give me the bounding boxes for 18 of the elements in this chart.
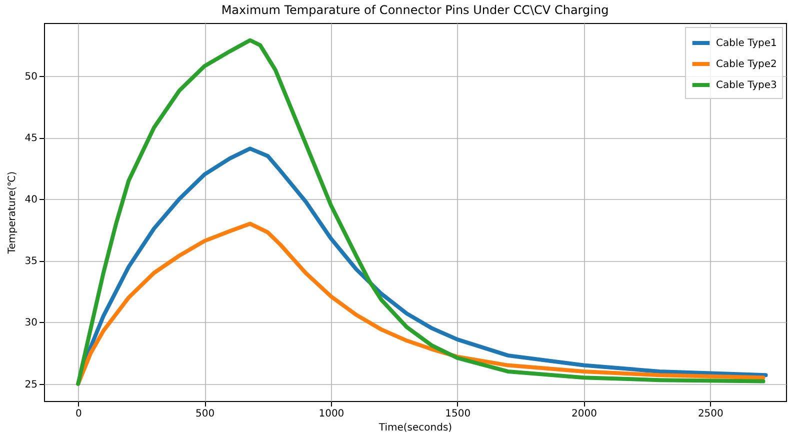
x-axis-title: Time(seconds) (378, 422, 452, 434)
legend-label: Cable Type3 (716, 80, 777, 91)
x-tick-label: 1000 (318, 408, 344, 420)
y-axis-title: Temperature(℃) (6, 171, 18, 255)
legend-label: Cable Type2 (716, 59, 777, 70)
y-tick-label: 50 (24, 71, 38, 82)
y-tick-label: 40 (24, 194, 38, 206)
y-tick-label: 30 (24, 318, 38, 329)
chart-title: Maximum Temparature of Connector Pins Under CC\CV Charging (221, 3, 609, 17)
x-tick-label: 0 (75, 408, 82, 420)
x-tick-label: 500 (195, 408, 215, 420)
x-tick-label: 1500 (445, 408, 471, 420)
y-tick-label: 45 (24, 133, 38, 144)
x-tick-label: 2500 (698, 408, 724, 420)
legend-label: Cable Type1 (716, 38, 777, 49)
y-tick-label: 25 (24, 379, 38, 390)
x-tick-label: 2000 (572, 408, 597, 420)
y-tick-label: 35 (24, 256, 38, 268)
